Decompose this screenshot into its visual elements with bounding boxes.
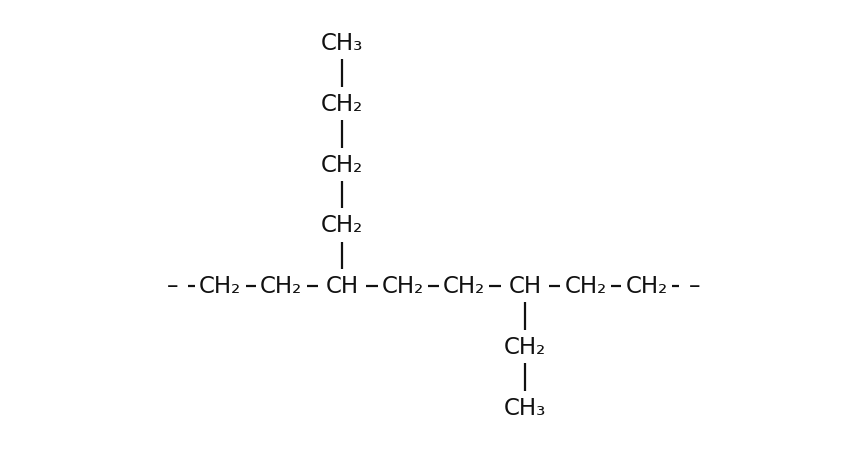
Text: CH₃: CH₃ <box>504 396 546 419</box>
Text: CH₂: CH₂ <box>625 275 668 298</box>
Text: CH₂: CH₂ <box>382 275 424 298</box>
Text: –: – <box>166 275 179 298</box>
Text: CH₂: CH₂ <box>443 275 485 298</box>
Text: CH₂: CH₂ <box>321 92 363 115</box>
Text: CH₂: CH₂ <box>321 214 363 237</box>
Text: CH: CH <box>326 275 359 298</box>
Text: CH₂: CH₂ <box>504 336 546 359</box>
Text: CH₂: CH₂ <box>321 153 363 176</box>
Text: CH: CH <box>508 275 541 298</box>
Text: CH₃: CH₃ <box>321 32 363 55</box>
Text: CH₂: CH₂ <box>260 275 303 298</box>
Text: CH₂: CH₂ <box>564 275 607 298</box>
Text: –: – <box>688 275 701 298</box>
Text: CH₂: CH₂ <box>199 275 242 298</box>
